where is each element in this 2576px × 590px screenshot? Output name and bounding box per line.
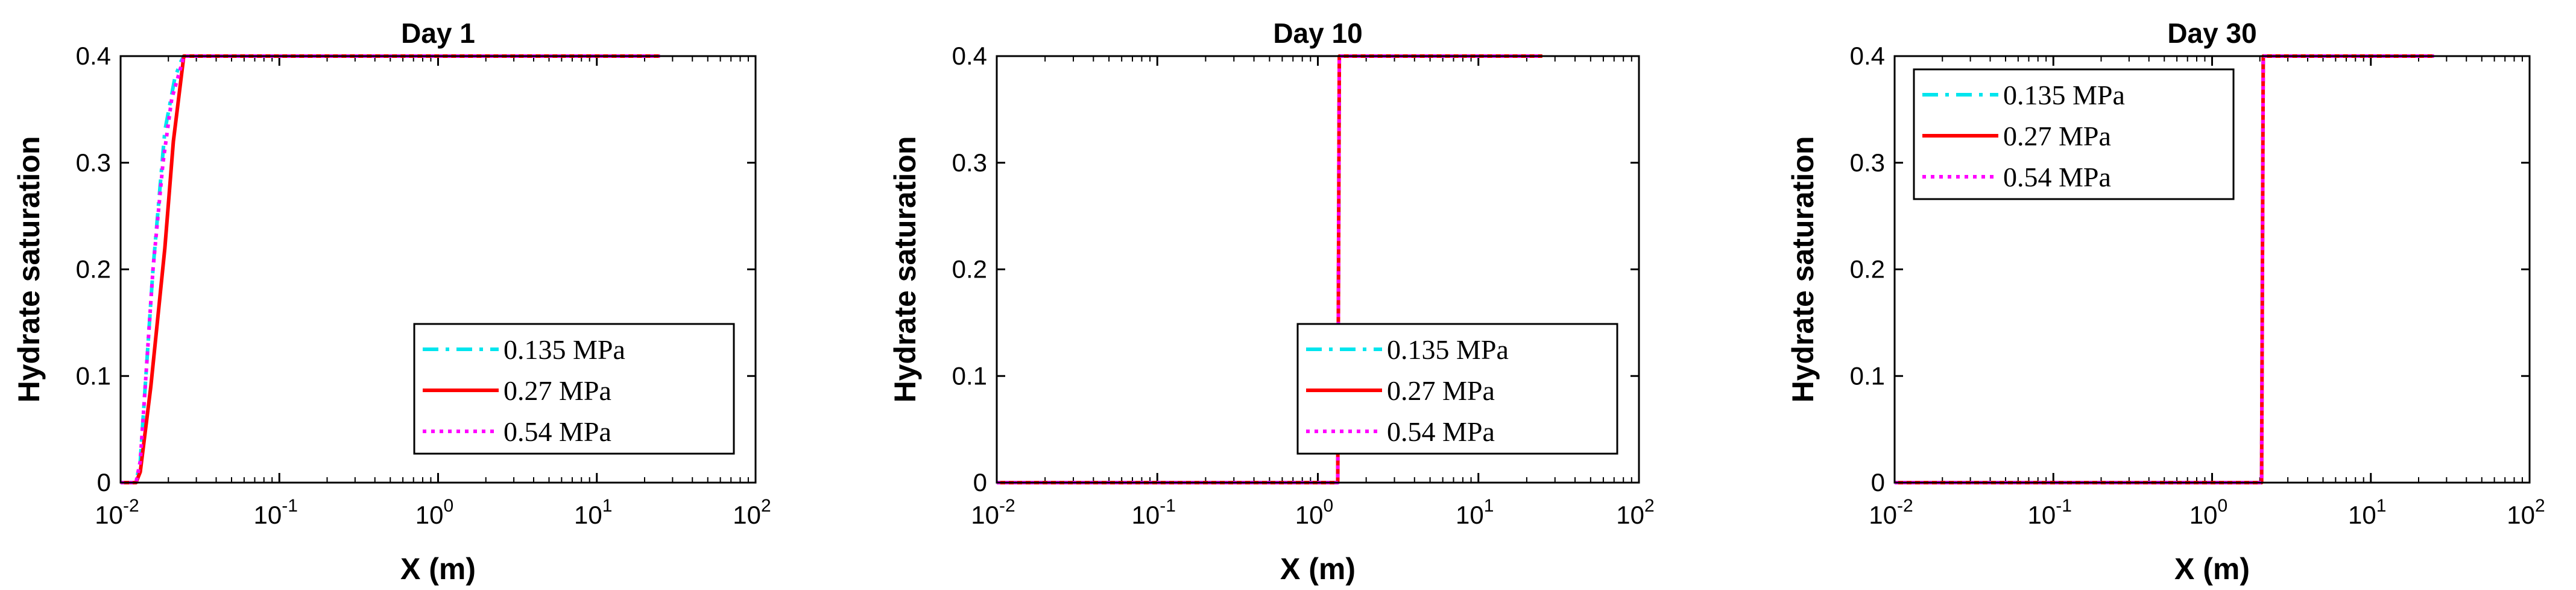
- axes-box: [1893, 55, 2531, 484]
- y-tick-label: 0.2: [1850, 255, 1885, 284]
- chart-panel-2: Day 10 Hydrate saturation X (m) 0 0.1 0.2 0.3 0…: [888, 17, 1655, 586]
- x-tick-label: 10-1: [1132, 496, 1176, 529]
- x-tick-exponent: 0: [2218, 496, 2228, 516]
- x-axis-label: X (m): [1280, 552, 1356, 586]
- x-tick-exponent: 2: [761, 496, 771, 516]
- legend-label: 0.27 MPa: [504, 375, 611, 406]
- series-line-0-54-mpa: [121, 54, 660, 484]
- chart-title: Day 30: [2167, 17, 2256, 49]
- x-tick-base: 10: [1616, 501, 1644, 529]
- x-tick-label: 102: [1616, 496, 1654, 529]
- x-tick-label: 10-2: [971, 496, 1015, 529]
- x-tick-exponent: 2: [1644, 496, 1655, 516]
- legend-label: 0.54 MPa: [1387, 416, 1495, 447]
- x-tick-label: 100: [2189, 496, 2227, 529]
- legend-label: 0.54 MPa: [504, 416, 611, 447]
- y-axis-label: Hydrate saturation: [888, 136, 922, 403]
- x-tick-exponent: 1: [602, 496, 613, 516]
- x-tick-base: 10: [733, 501, 761, 529]
- y-axis-label: Hydrate saturation: [1786, 136, 1820, 403]
- x-tick-base: 10: [1456, 501, 1484, 529]
- legend: 0.135 MPa 0.27 MPa 0.54 MPa: [1296, 323, 1618, 455]
- chart-panel-1: Day 1 Hydrate saturation X (m) 0 0.1 0.2 0.3 0.…: [12, 17, 771, 586]
- x-axis-label: X (m): [2174, 552, 2250, 586]
- x-tick-exponent: -1: [2056, 496, 2072, 516]
- x-tick-exponent: 2: [2535, 496, 2545, 516]
- x-tick-label: 100: [1295, 496, 1333, 529]
- axes-box: [996, 55, 1640, 484]
- x-tick-base: 10: [1869, 501, 1897, 529]
- x-tick-base: 10: [574, 501, 602, 529]
- x-tick-label: 10-2: [1869, 496, 1913, 529]
- y-tick-label: 0.2: [76, 255, 111, 284]
- x-tick-label: 10-1: [254, 496, 298, 529]
- x-tick-exponent: 0: [1324, 496, 1334, 516]
- x-tick-exponent: 0: [444, 496, 454, 516]
- y-tick-label: 0: [1871, 468, 1885, 496]
- chart-title: Day 10: [1273, 17, 1362, 49]
- x-tick-exponent: 1: [1484, 496, 1494, 516]
- x-tick-base: 10: [2348, 501, 2376, 529]
- y-tick-label: 0.3: [952, 148, 987, 177]
- x-tick-exponent: -2: [999, 496, 1015, 516]
- legend-label: 0.135 MPa: [504, 334, 625, 365]
- x-tick-exponent: -2: [123, 496, 139, 516]
- x-tick-base: 10: [2189, 501, 2218, 529]
- x-tick-base: 10: [254, 501, 282, 529]
- y-tick-label: 0.4: [952, 42, 987, 70]
- x-tick-label: 10-2: [95, 496, 139, 529]
- y-tick-label: 0: [973, 468, 987, 496]
- y-tick-label: 0.3: [1850, 148, 1885, 177]
- y-tick-label: 0.1: [76, 361, 111, 390]
- y-tick-label: 0.3: [76, 148, 111, 177]
- x-tick-exponent: -1: [1160, 496, 1176, 516]
- x-tick-base: 10: [1295, 501, 1324, 529]
- legend-label: 0.27 MPa: [1387, 375, 1495, 406]
- x-tick-exponent: -1: [282, 496, 298, 516]
- x-tick-exponent: 1: [2376, 496, 2387, 516]
- y-tick-label: 0.1: [952, 361, 987, 390]
- x-tick-base: 10: [2028, 501, 2056, 529]
- x-tick-label: 102: [733, 496, 771, 529]
- x-tick-label: 101: [574, 496, 612, 529]
- x-axis-label: X (m): [400, 552, 476, 586]
- x-tick-label: 102: [2507, 496, 2545, 529]
- legend-label: 0.54 MPa: [2003, 162, 2111, 192]
- y-tick-label: 0.4: [1850, 42, 1885, 70]
- x-tick-exponent: -2: [1897, 496, 1913, 516]
- x-tick-base: 10: [1132, 501, 1160, 529]
- x-tick-label: 10-1: [2028, 496, 2072, 529]
- y-axis-label: Hydrate saturation: [12, 136, 46, 403]
- y-tick-label: 0.2: [952, 255, 987, 284]
- x-tick-label: 101: [2348, 496, 2386, 529]
- y-tick-label: 0: [97, 468, 111, 496]
- x-tick-label: 101: [1456, 496, 1494, 529]
- legend: 0.135 MPa 0.27 MPa 0.54 MPa: [413, 323, 735, 455]
- x-tick-base: 10: [415, 501, 444, 529]
- chart-panel-3: Day 30 Hydrate saturation X (m) 0 0.1 0.2 0.3 0…: [1786, 17, 2545, 586]
- axes-box: [119, 55, 757, 484]
- x-tick-base: 10: [2507, 501, 2535, 529]
- legend-label: 0.135 MPa: [2003, 80, 2125, 110]
- legend-label: 0.135 MPa: [1387, 334, 1509, 365]
- x-tick-base: 10: [95, 501, 123, 529]
- legend: 0.135 MPa 0.27 MPa 0.54 MPa: [1913, 68, 2235, 200]
- x-tick-label: 100: [415, 496, 453, 529]
- chart-title: Day 1: [401, 17, 475, 49]
- x-tick-base: 10: [971, 501, 999, 529]
- legend-label: 0.27 MPa: [2003, 121, 2111, 151]
- y-tick-label: 0.1: [1850, 361, 1885, 390]
- y-tick-label: 0.4: [76, 42, 111, 70]
